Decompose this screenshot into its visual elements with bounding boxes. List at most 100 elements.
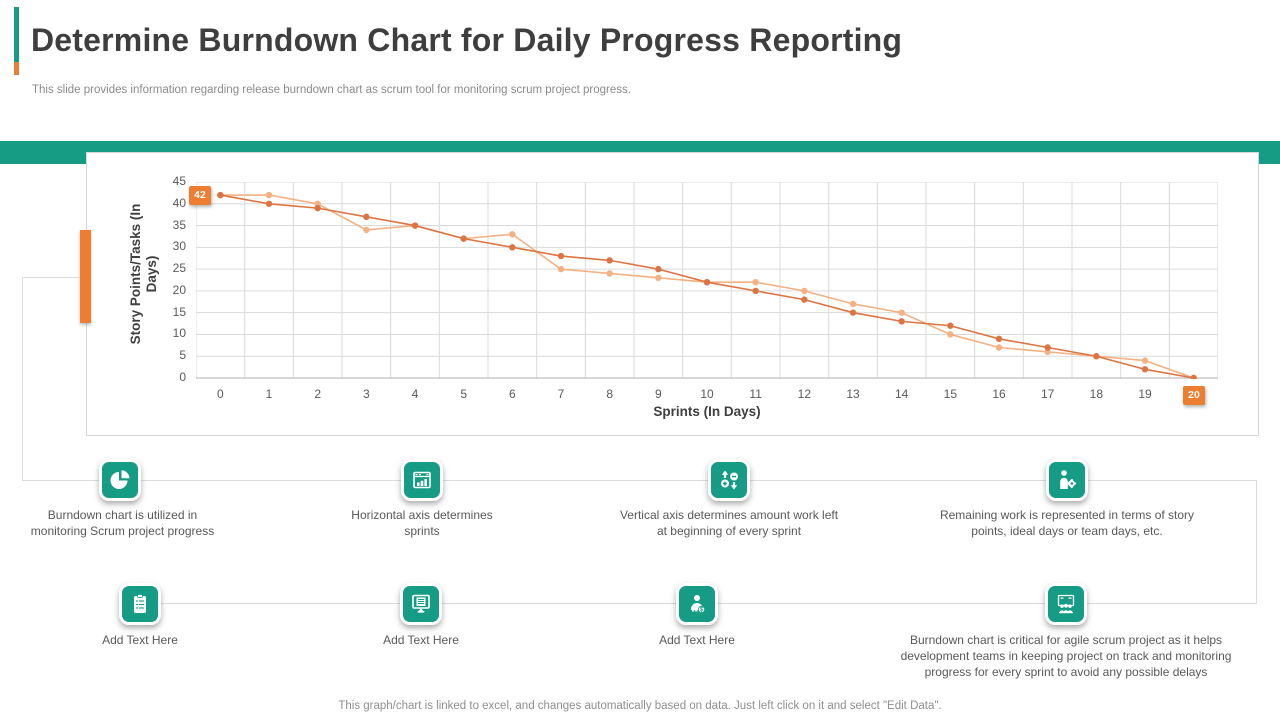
orange-accent-bar (80, 230, 91, 323)
y-tick-label: 40 (172, 195, 186, 210)
y-tick-label: 0 (179, 370, 186, 384)
y-axis-title-line1: Story Points/Tasks (In (128, 203, 143, 345)
y-tick-label: 45 (172, 174, 186, 188)
end-xtick-highlight-label: 20 (1183, 386, 1205, 405)
y-tick-label: 15 (172, 304, 186, 319)
x-tick-label: 2 (314, 387, 321, 401)
data-point (1141, 366, 1149, 373)
footer-note: This graph/chart is linked to excel, and… (338, 700, 942, 712)
team-presentation-icon[interactable] (1045, 583, 1087, 625)
add-text-placeholder[interactable]: Add Text Here (659, 633, 735, 647)
x-tick-label: 17 (1040, 387, 1055, 401)
callout-text: Burndown chart is utilized in monitoring… (30, 508, 215, 538)
data-point (606, 270, 613, 277)
data-point (1190, 374, 1197, 379)
plot-area[interactable] (196, 182, 1218, 379)
data-point (995, 344, 1003, 351)
data-point (703, 278, 711, 286)
data-point (1044, 344, 1051, 351)
page-subtitle: This slide provides information regardin… (32, 84, 631, 96)
x-axis-title: Sprints (In Days) (653, 404, 761, 419)
data-point (265, 200, 273, 207)
x-tick-label: 4 (411, 387, 419, 401)
data-point (557, 265, 565, 273)
data-point (509, 231, 516, 238)
x-tick-label: 7 (557, 387, 565, 401)
data-point (655, 274, 662, 282)
data-point (898, 309, 905, 316)
data-point (314, 204, 321, 212)
x-tick-label: 8 (606, 387, 613, 401)
data-point (217, 191, 224, 199)
y-axis-title-line2: Days) (144, 255, 159, 293)
data-point (947, 322, 954, 329)
data-point (363, 226, 370, 234)
data-point (460, 235, 467, 242)
data-point (1141, 357, 1149, 364)
y-tick-label: 5 (179, 348, 186, 363)
x-tick-label: 11 (749, 387, 762, 401)
callout-text: Horizontal axis determines sprints (351, 508, 493, 538)
data-point (655, 265, 662, 273)
x-tick-label: 16 (992, 387, 1006, 401)
monitor-checklist-icon[interactable] (400, 583, 442, 625)
callout-text: Vertical axis determines amount work lef… (619, 508, 839, 538)
x-tick-label: 5 (460, 387, 467, 401)
pie-chart-icon[interactable] (99, 459, 141, 501)
callout-text: Remaining work is represented in terms o… (939, 508, 1195, 538)
data-point (801, 287, 808, 295)
data-point (606, 257, 613, 264)
data-point (265, 191, 273, 199)
person-gear-icon[interactable] (1046, 459, 1088, 501)
x-tick-label: 10 (700, 387, 714, 401)
connector-line (22, 277, 23, 481)
data-point (557, 252, 565, 260)
y-tick-label: 35 (172, 217, 186, 232)
svg-text:$: $ (700, 608, 704, 614)
x-tick-label: 9 (654, 387, 662, 401)
clipboard-list-icon[interactable] (119, 583, 161, 625)
data-point (509, 244, 516, 251)
data-point (1093, 353, 1100, 360)
x-tick-label: 1 (265, 387, 273, 401)
y-tick-label: 25 (172, 261, 186, 276)
x-tick-label: 0 (216, 387, 224, 401)
x-tick-label: 18 (1089, 387, 1103, 401)
y-tick-label: 30 (172, 239, 186, 254)
data-point (898, 318, 905, 325)
start-value-data-label: 42 (189, 186, 211, 205)
x-tick-label: 3 (362, 387, 370, 401)
y-axis-title: Story Points/Tasks (In Days) (128, 174, 160, 374)
x-tick-label: 14 (894, 387, 909, 401)
title-accent-teal-bar (14, 7, 19, 62)
connector-line (22, 480, 1257, 481)
data-point (752, 287, 759, 295)
data-point (849, 309, 857, 316)
callout-text: Burndown chart is critical for agile scr… (900, 633, 1232, 679)
data-point (947, 331, 954, 338)
title-accent-orange-bar (14, 62, 19, 75)
x-tick-label: 13 (846, 387, 860, 401)
y-tick-label: 20 (172, 282, 186, 297)
y-tick-label: 10 (172, 326, 186, 341)
x-tick-label: 12 (797, 387, 811, 401)
x-tick-label: 6 (508, 387, 516, 401)
data-point (801, 296, 808, 303)
bar-chart-window-icon[interactable] (401, 459, 443, 501)
connector-line (22, 277, 80, 278)
connector-line (1256, 480, 1257, 604)
data-point (411, 222, 419, 229)
data-point (363, 213, 370, 221)
x-tick-label: 15 (943, 387, 957, 401)
add-text-placeholder[interactable]: Add Text Here (102, 633, 178, 647)
x-tick-label: 19 (1138, 387, 1152, 401)
page-title: Determine Burndown Chart for Daily Progr… (31, 22, 903, 58)
add-text-placeholder[interactable]: Add Text Here (383, 633, 459, 647)
data-point (752, 278, 759, 286)
data-point (849, 300, 857, 308)
burndown-chart[interactable] (86, 152, 1259, 436)
data-point (995, 335, 1003, 342)
person-sales-icon[interactable]: $ (676, 583, 718, 625)
plus-minus-arrows-icon[interactable] (708, 459, 750, 501)
